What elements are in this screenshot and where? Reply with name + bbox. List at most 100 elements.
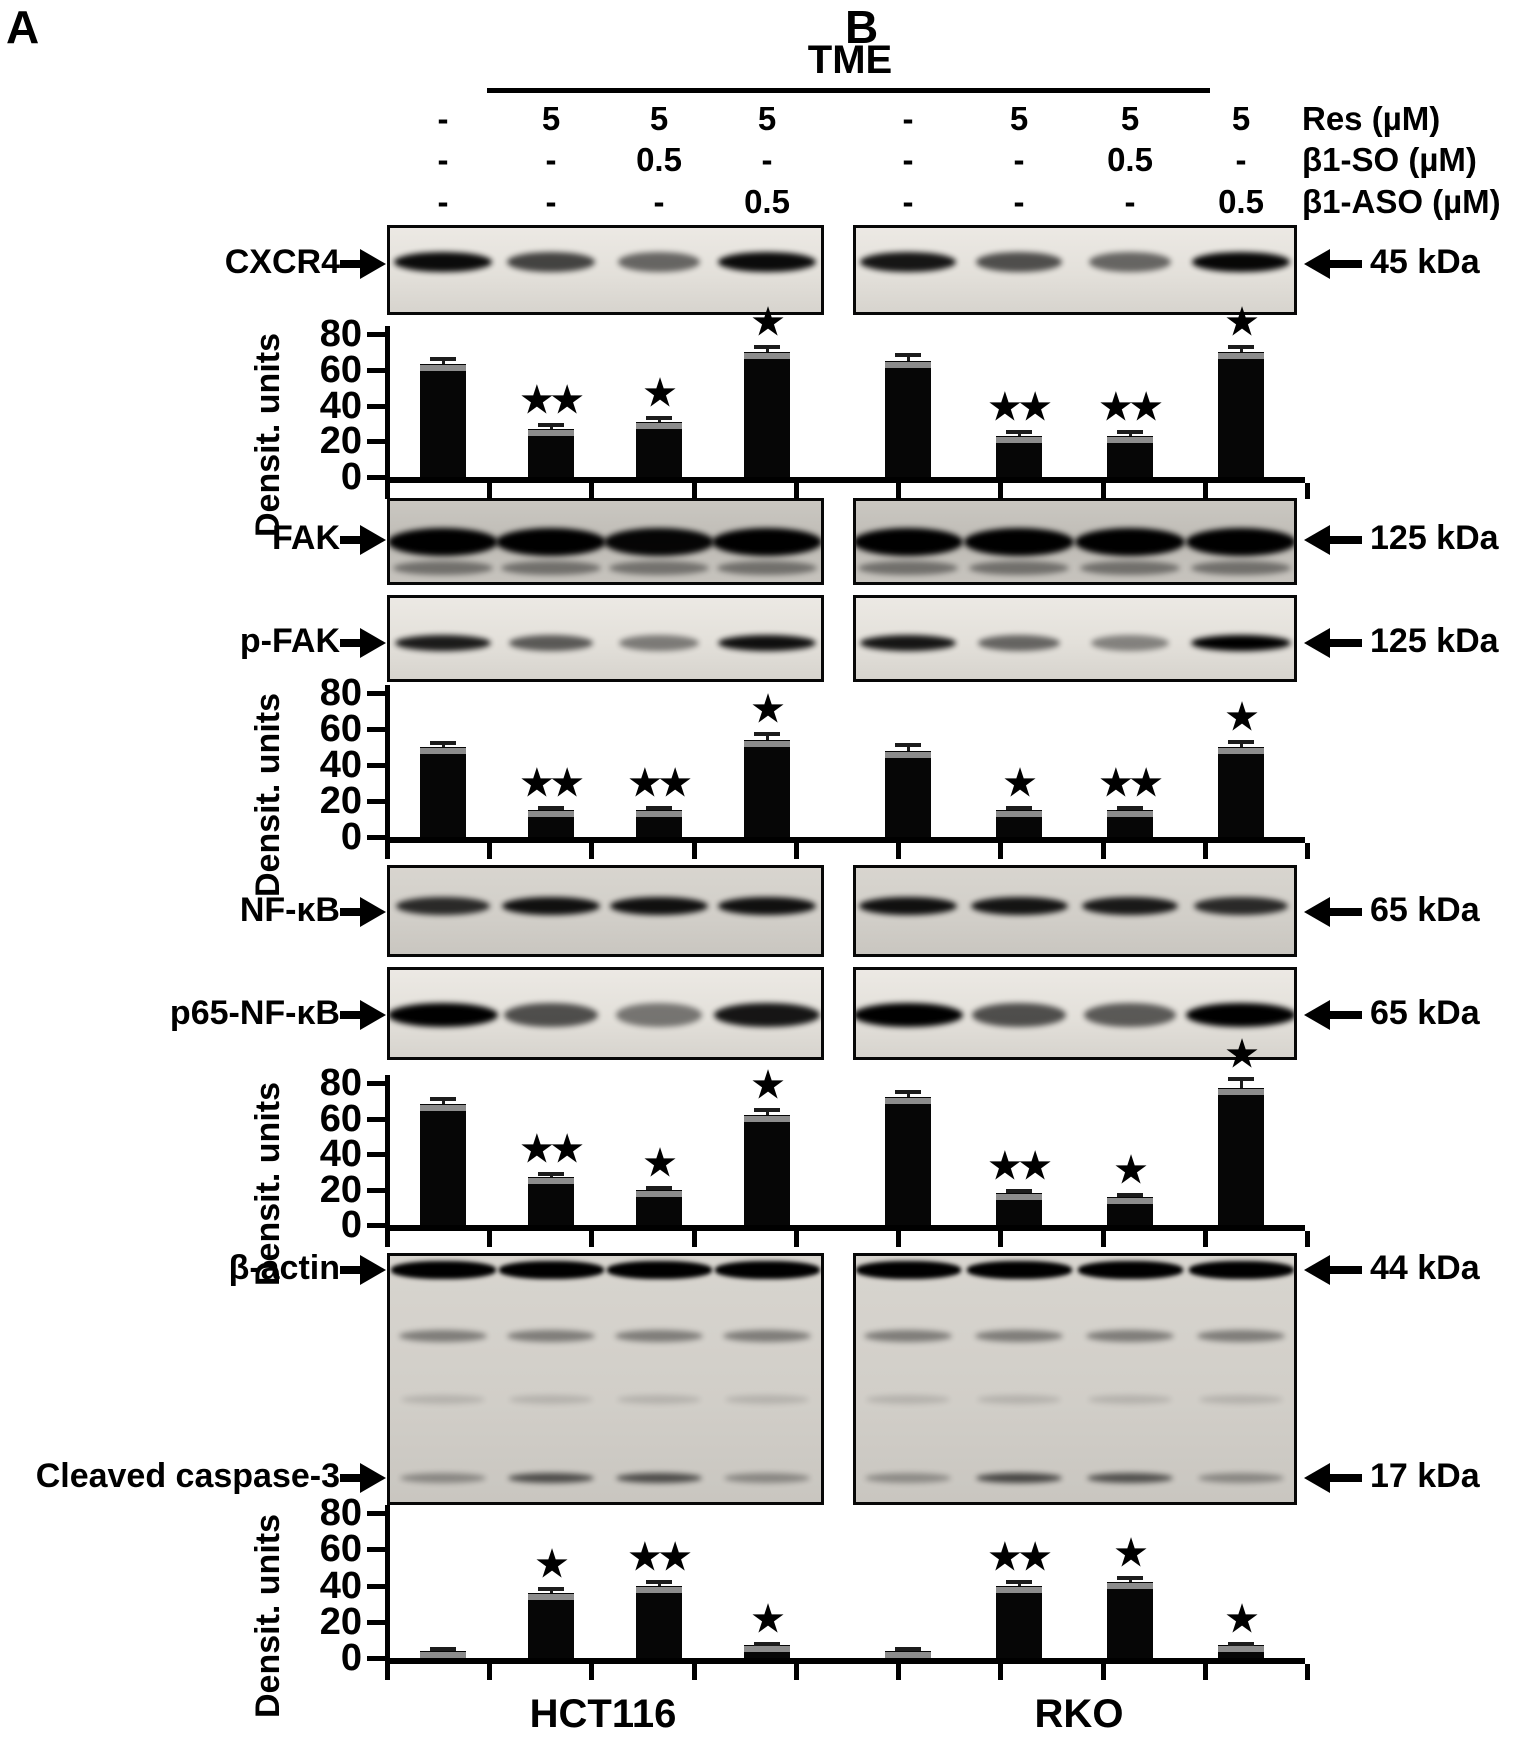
right-arrow-icon	[360, 1463, 386, 1493]
x-tick-mark	[1203, 1664, 1208, 1680]
x-axis	[385, 837, 1305, 843]
tme-label: TME	[807, 38, 893, 82]
y-tick-mark	[367, 1081, 385, 1086]
error-bar	[1239, 741, 1243, 747]
left-arrow-icon	[1328, 639, 1362, 647]
y-tick-mark	[367, 1116, 385, 1122]
blot-band	[969, 560, 1069, 575]
error-bar-lower-cap	[885, 1651, 931, 1658]
blot-band	[966, 1261, 1072, 1280]
tme-underline	[487, 88, 1210, 93]
x-tick-mark	[896, 483, 901, 499]
kda-label-44: 44 kDa	[1370, 1249, 1480, 1287]
error-bar-upper-cap	[1228, 1641, 1254, 1646]
error-bar-lower-cap	[1218, 1089, 1264, 1096]
y-axis	[385, 1075, 390, 1231]
significance-stars: ★★	[1099, 386, 1163, 428]
panel-a-label: A	[6, 1, 40, 53]
x-tick-mark	[1101, 1664, 1106, 1680]
kda-label-125-pfak: 125 kDa	[1370, 622, 1499, 660]
right-arrow-icon	[360, 1000, 386, 1030]
densitometry-bar	[636, 421, 682, 477]
x-tick-mark	[1203, 1231, 1208, 1247]
blot-band	[864, 1330, 952, 1343]
error-bar-lower-cap	[420, 365, 466, 372]
panel-b-label: B	[845, 1, 879, 53]
blot-band	[714, 1261, 820, 1280]
right-arrow-icon	[340, 1474, 364, 1482]
right-arrow-icon	[360, 628, 386, 658]
kda-label-125-fak: 125 kDa	[1370, 519, 1499, 557]
error-bar-lower-cap	[636, 422, 682, 429]
y-tick-label: 20	[319, 420, 362, 463]
blot-band	[1186, 1003, 1294, 1028]
blot-band	[975, 1330, 1063, 1343]
x-tick-mark	[1305, 483, 1310, 499]
blot-band	[865, 1473, 951, 1484]
error-bar-upper-cap	[1006, 1579, 1032, 1584]
densitometry-bar	[744, 739, 790, 837]
error-bar-lower-cap	[636, 811, 682, 817]
blot-band	[1199, 1394, 1283, 1404]
x-tick-mark	[1305, 1231, 1310, 1247]
kda-label-45: 45 kDa	[1370, 243, 1480, 281]
error-bar	[906, 1091, 910, 1098]
significance-stars: ★★	[520, 379, 584, 421]
y-tick-label: 0	[340, 456, 362, 498]
x-tick-mark	[385, 1664, 390, 1680]
y-tick-label: 0	[340, 1204, 362, 1246]
right-arrow-icon	[340, 536, 364, 544]
kda-label-65-p65: 65 kDa	[1370, 994, 1480, 1032]
treatment-label-res: Res (µM)	[1302, 100, 1441, 137]
blot-band	[970, 897, 1068, 916]
blot-band	[1188, 1261, 1294, 1280]
blot-band	[507, 1330, 595, 1343]
densitometry-bar	[420, 364, 466, 477]
error-bar-upper-cap	[430, 1646, 456, 1651]
significance-stars: ★★	[520, 1127, 584, 1169]
x-tick-mark	[794, 1231, 799, 1247]
blot-band	[1089, 251, 1171, 272]
blot-band	[1186, 527, 1294, 556]
blot-band	[1077, 1261, 1183, 1280]
blot-NF-κB-panel-a	[387, 865, 824, 957]
y-tick-label: 20	[319, 780, 362, 822]
significance-stars: ★	[1114, 1148, 1147, 1190]
x-axis	[385, 1225, 1305, 1231]
treatment-value: -	[902, 183, 914, 220]
significance-stars: ★	[1225, 1597, 1258, 1639]
left-arrow-icon	[1328, 908, 1362, 916]
error-bar-upper-cap	[538, 1171, 564, 1176]
significance-stars: ★	[751, 300, 784, 342]
left-arrow-icon	[1304, 525, 1330, 555]
blot-p65-NF-κB-panel-a	[387, 967, 824, 1060]
densitometry-bar	[1107, 1581, 1153, 1658]
x-tick-mark	[1101, 483, 1106, 499]
treatment-label-b1-so: β1-SO (µM)	[1302, 141, 1477, 178]
error-bar-lower-cap	[528, 1178, 574, 1185]
protein-label-cxcr4: CXCR4	[224, 243, 340, 281]
treatment-value: -	[1124, 183, 1136, 220]
blot-band	[1080, 560, 1180, 575]
x-tick-mark	[1305, 1664, 1310, 1680]
y-tick-label: 20	[319, 1168, 362, 1211]
blot-band	[508, 634, 594, 651]
y-tick-mark	[367, 1223, 385, 1228]
densitometry-bar	[744, 351, 790, 477]
treatment-value: 0.5	[1107, 141, 1153, 178]
left-arrow-icon	[1328, 1011, 1362, 1019]
x-tick-mark	[589, 1664, 594, 1680]
error-bar-lower-cap	[996, 436, 1042, 443]
y-tick-mark	[367, 332, 385, 337]
significance-stars: ★	[1003, 762, 1036, 804]
left-arrow-icon	[1304, 897, 1330, 927]
y-tick-label: 40	[319, 1133, 362, 1175]
kda-label-65-nfkb: 65 kDa	[1370, 891, 1480, 929]
blot-band	[1197, 1330, 1285, 1343]
right-arrow-icon	[360, 525, 386, 555]
treatment-value: 5	[1120, 100, 1140, 137]
significance-stars: ★	[643, 372, 676, 413]
y-axis	[385, 1505, 390, 1664]
protein-label-b-actin: β-actin	[228, 1249, 340, 1287]
y-tick-mark	[367, 1547, 385, 1553]
